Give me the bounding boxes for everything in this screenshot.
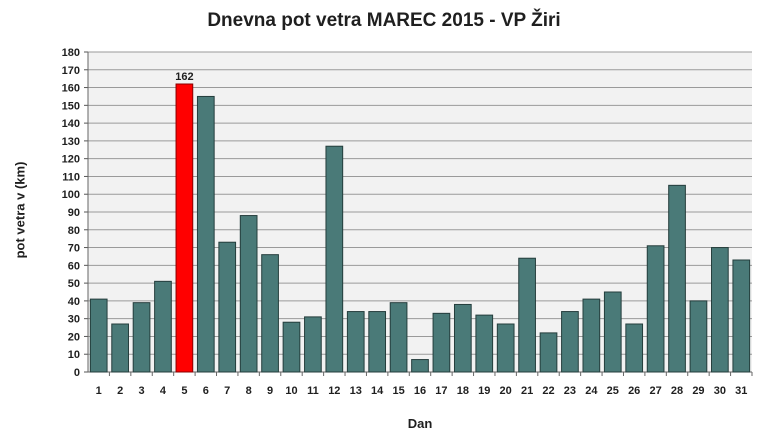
x-tick-label: 1 <box>96 385 102 397</box>
x-tick-label: 6 <box>203 385 209 397</box>
x-tick-label: 11 <box>307 385 319 397</box>
bar <box>218 241 237 373</box>
bar <box>89 298 108 373</box>
bar <box>132 302 151 373</box>
x-tick-label: 20 <box>500 385 512 397</box>
x-tick-label: 26 <box>628 385 640 397</box>
bar <box>518 257 536 373</box>
x-tick-label: 28 <box>671 385 683 397</box>
y-tick-label: 10 <box>68 349 80 361</box>
bar <box>325 145 344 373</box>
y-tick-label: 70 <box>68 243 80 255</box>
x-tick-label: 9 <box>267 385 273 397</box>
bar <box>689 300 708 373</box>
chart-title: Dnevna pot vetra MAREC 2015 - VP Žiri <box>207 10 561 31</box>
x-tick-label: 21 <box>521 385 533 397</box>
bar <box>561 311 579 373</box>
bar <box>239 215 258 373</box>
y-tick-label: 60 <box>68 260 80 272</box>
bar <box>111 323 129 373</box>
x-tick-label: 30 <box>714 385 726 397</box>
y-tick-label: 30 <box>68 314 80 326</box>
x-tick-label: 7 <box>224 385 230 397</box>
y-tick-label: 80 <box>68 225 80 237</box>
bar <box>411 359 429 373</box>
bar <box>368 311 387 373</box>
x-tick-label: 12 <box>328 385 340 397</box>
y-tick-label: 120 <box>62 154 80 166</box>
x-tick-label: 24 <box>585 385 598 397</box>
x-tick-label: 29 <box>692 385 704 397</box>
x-tick-label: 18 <box>457 385 469 397</box>
bar <box>668 184 686 373</box>
y-tick-label: 180 <box>62 47 80 59</box>
bar <box>282 321 301 373</box>
bar <box>582 298 601 373</box>
bar <box>154 280 172 373</box>
x-tick-label: 14 <box>371 385 384 397</box>
y-tick-label: 20 <box>68 331 80 343</box>
x-tick-label: 10 <box>285 385 297 397</box>
y-tick-label: 170 <box>62 65 80 77</box>
bar <box>603 291 622 373</box>
x-tick-label: 23 <box>564 385 576 397</box>
x-tick-label: 16 <box>414 385 426 397</box>
bar <box>475 314 494 373</box>
bar <box>346 311 365 373</box>
bar <box>711 247 729 373</box>
y-tick-label: 40 <box>68 296 80 308</box>
bar <box>625 323 644 373</box>
bar <box>539 332 558 373</box>
bar <box>496 323 515 373</box>
y-tick-label: 90 <box>68 207 80 219</box>
bar <box>732 259 751 373</box>
bar-highlight <box>175 83 194 373</box>
x-tick-label: 13 <box>350 385 362 397</box>
y-tick-label: 50 <box>68 278 80 290</box>
x-tick-label: 19 <box>478 385 490 397</box>
x-tick-label: 15 <box>392 385 404 397</box>
data-label: 162 <box>175 71 193 83</box>
bar <box>196 95 215 373</box>
bar <box>261 254 279 373</box>
bar <box>304 316 322 373</box>
x-tick-label: 27 <box>649 385 661 397</box>
x-tick-label: 25 <box>607 385 619 397</box>
y-tick-label: 160 <box>62 83 80 95</box>
x-tick-label: 31 <box>735 385 747 397</box>
y-tick-label: 150 <box>62 100 80 112</box>
x-tick-label: 8 <box>246 385 252 397</box>
y-tick-label: 100 <box>62 189 80 201</box>
y-tick-label: 130 <box>62 136 80 148</box>
x-tick-label: 22 <box>542 385 554 397</box>
y-tick-label: 140 <box>62 118 80 130</box>
x-tick-label: 5 <box>181 385 187 397</box>
x-tick-label: 2 <box>117 385 123 397</box>
bar <box>389 302 408 373</box>
y-tick-label: 110 <box>62 171 80 183</box>
x-tick-label: 17 <box>435 385 447 397</box>
x-axis-label: Dan <box>407 416 433 431</box>
bar <box>646 245 665 373</box>
x-tick-label: 4 <box>160 385 167 397</box>
x-tick-label: 3 <box>138 385 144 397</box>
bar <box>432 312 451 373</box>
bar <box>453 303 472 373</box>
y-tick-label: 0 <box>74 367 80 379</box>
